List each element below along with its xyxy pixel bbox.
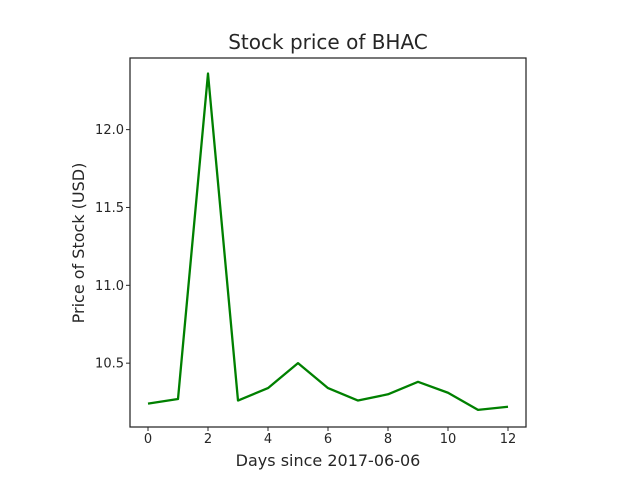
y-tick-label: 12.0 — [95, 123, 124, 138]
x-tick-label: 8 — [384, 432, 392, 447]
y-axis: 10.5 11.0 11.5 12.0 — [95, 123, 130, 372]
x-tick-label: 6 — [324, 432, 332, 447]
plot-area — [129, 57, 527, 428]
series-layer — [147, 72, 509, 412]
x-axis-label: Days since 2017-06-06 — [236, 451, 421, 470]
y-axis-label: Price of Stock (USD) — [69, 163, 88, 324]
x-tick-label: 10 — [440, 432, 457, 447]
chart-title: Stock price of BHAC — [228, 30, 428, 54]
y-tick-label: 10.5 — [95, 357, 124, 372]
x-tick-label: 12 — [500, 432, 517, 447]
y-tick-label: 11.5 — [95, 201, 124, 216]
y-tick-label: 11.0 — [95, 279, 124, 294]
x-tick-label: 4 — [264, 432, 272, 447]
x-axis: 0 2 4 6 8 10 12 — [144, 427, 516, 447]
x-tick-label: 0 — [144, 432, 152, 447]
series-line-bhac — [147, 72, 509, 412]
x-tick-label: 2 — [204, 432, 212, 447]
